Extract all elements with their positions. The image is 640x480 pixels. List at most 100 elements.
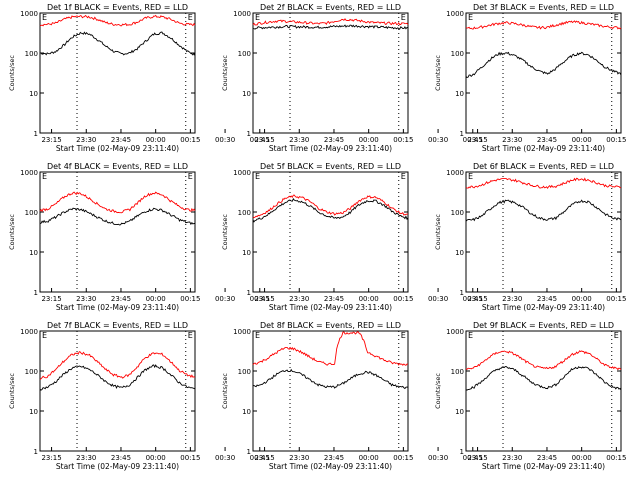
y-tick-label: 1 — [460, 448, 464, 456]
y-tick-label: 100 — [451, 368, 464, 376]
x-tick-label: 00:45 — [250, 136, 270, 144]
x-tick-label: 23:45 — [111, 295, 131, 303]
marker-label-e: E — [42, 172, 47, 181]
panel-title: Det 9f BLACK = Events, RED = LLD — [473, 321, 614, 330]
x-tick-label: 23:30 — [502, 454, 522, 462]
y-tick-label: 1000 — [20, 328, 38, 336]
lld-series-line — [39, 191, 196, 214]
panel-8: Det 8f BLACK = Events, RED = LLD11010010… — [221, 321, 483, 471]
x-axis-label: Start Time (02-May-09 23:11:40) — [269, 462, 392, 471]
events-series-line — [40, 31, 196, 57]
x-tick-label: 23:45 — [537, 454, 557, 462]
x-tick-label: 00:15 — [180, 295, 200, 303]
marker-label-e: E — [468, 331, 473, 340]
x-tick-label: 00:00 — [572, 295, 592, 303]
x-tick-label: 00:00 — [572, 136, 592, 144]
x-tick-label: 00:00 — [146, 454, 166, 462]
events-series-line — [465, 199, 622, 222]
x-tick-label: 23:15 — [41, 454, 61, 462]
events-series-line — [253, 24, 409, 30]
y-tick-label: 100 — [238, 50, 251, 58]
y-tick-label: 1000 — [446, 328, 464, 336]
plot-frame — [39, 330, 196, 452]
x-tick-label: 23:45 — [537, 295, 557, 303]
marker-label-e: E — [255, 172, 260, 181]
y-tick-label: 1000 — [446, 169, 464, 177]
x-tick-label: 00:00 — [359, 136, 379, 144]
y-axis-label: Counts/sec — [8, 214, 16, 250]
panel-title: Det 6f BLACK = Events, RED = LLD — [473, 162, 614, 171]
x-tick-label: 23:45 — [111, 136, 131, 144]
plot-frame — [252, 330, 409, 452]
panel-title: Det 2f BLACK = Events, RED = LLD — [260, 3, 401, 12]
y-tick-label: 100 — [25, 50, 38, 58]
y-tick-label: 100 — [25, 209, 38, 217]
x-tick-label: 23:30 — [76, 136, 96, 144]
x-tick-label: 00:15 — [180, 136, 200, 144]
y-axis-label: Counts/sec — [8, 55, 16, 91]
x-tick-label: 23:15 — [254, 295, 274, 303]
y-tick-label: 1 — [460, 130, 464, 138]
lld-series-line — [252, 331, 408, 366]
lld-series-line — [252, 194, 409, 219]
x-axis-label: Start Time (02-May-09 23:11:40) — [56, 462, 179, 471]
events-series-line — [252, 368, 409, 390]
panel-7: Det 7f BLACK = Events, RED = LLD11010010… — [8, 321, 270, 471]
x-tick-label: 23:30 — [502, 295, 522, 303]
x-axis-label: Start Time (02-May-09 23:11:40) — [269, 303, 392, 312]
x-tick-label: 00:30 — [215, 295, 235, 303]
y-tick-label: 1000 — [233, 328, 251, 336]
x-tick-label: 23:15 — [467, 136, 487, 144]
x-tick-label: 23:30 — [289, 295, 309, 303]
x-tick-label: 00:30 — [428, 136, 448, 144]
marker-label-e: E — [42, 13, 47, 22]
lld-series-line — [39, 14, 196, 27]
x-tick-label: 23:45 — [324, 454, 344, 462]
x-tick-label: 00:00 — [359, 454, 379, 462]
x-tick-label: 23:45 — [537, 136, 557, 144]
marker-label-e: E — [188, 172, 193, 181]
events-series-line — [465, 366, 622, 391]
plot-frame — [465, 330, 622, 452]
panel-title: Det 7f BLACK = Events, RED = LLD — [47, 321, 188, 330]
lld-series-line — [465, 20, 622, 30]
plot-frame — [252, 171, 409, 293]
x-tick-label: 23:15 — [467, 454, 487, 462]
y-tick-label: 1 — [460, 289, 464, 297]
y-tick-label: 100 — [238, 209, 251, 217]
y-tick-label: 1 — [247, 448, 251, 456]
x-tick-label: 00:30 — [428, 295, 448, 303]
y-tick-label: 10 — [242, 249, 251, 257]
lld-series-line — [465, 350, 622, 371]
x-tick-label: 00:30 — [215, 454, 235, 462]
x-tick-label: 00:45 — [250, 295, 270, 303]
y-tick-label: 100 — [451, 209, 464, 217]
events-series-line — [39, 364, 196, 391]
plot-frame — [465, 171, 622, 293]
panel-title: Det 8f BLACK = Events, RED = LLD — [260, 321, 401, 330]
marker-label-e: E — [255, 331, 260, 340]
y-tick-label: 1000 — [233, 169, 251, 177]
y-tick-label: 10 — [29, 408, 38, 416]
y-tick-label: 1000 — [20, 169, 38, 177]
panel-title: Det 5f BLACK = Events, RED = LLD — [260, 162, 401, 171]
y-axis-label: Counts/sec — [221, 214, 229, 250]
marker-label-e: E — [42, 331, 47, 340]
y-axis-label: Counts/sec — [434, 214, 442, 250]
panel-5: Det 5f BLACK = Events, RED = LLD 1 10 100 10… — [221, 162, 483, 312]
events-series-line — [465, 51, 622, 79]
x-tick-label: 00:45 — [463, 454, 483, 462]
marker-label-e: E — [401, 13, 406, 22]
y-axis-label: Counts/sec — [8, 373, 16, 409]
marker-label-e: E — [614, 13, 619, 22]
panel-4: Det 4f BLACK = Events, RED = LLD11010010… — [8, 162, 270, 312]
x-tick-label: 00:15 — [606, 136, 626, 144]
x-tick-label: 00:15 — [393, 136, 413, 144]
x-axis-label: Start Time (02-May-09 23:11:40) — [56, 144, 179, 153]
y-tick-label: 10 — [455, 408, 464, 416]
y-tick-label: 1000 — [233, 10, 251, 18]
marker-label-e: E — [401, 172, 406, 181]
y-axis-label: Counts/sec — [221, 373, 229, 409]
y-tick-label: 1 — [34, 448, 38, 456]
x-tick-label: 23:30 — [289, 454, 309, 462]
